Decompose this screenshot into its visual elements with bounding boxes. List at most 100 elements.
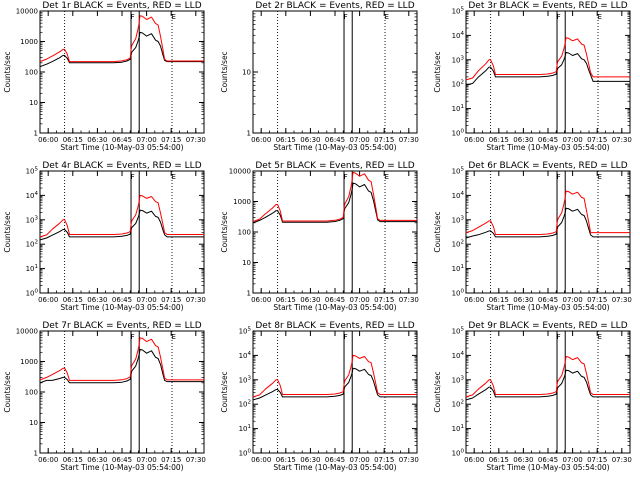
y-tick-label: 103 <box>452 215 465 224</box>
panel-title: Det 2r BLACK = Events, RED = LLD <box>255 1 414 11</box>
x-tick-label: 07:30 <box>186 136 206 144</box>
x-tick-label: 06:45 <box>112 456 132 464</box>
x-axis-label: Start Time (10-May-03 05:54:00) <box>486 303 609 312</box>
y-axis-label: Counts/sec <box>3 51 12 92</box>
y-tick-label: 10000 <box>16 8 38 16</box>
y-tick-label: 105 <box>26 167 39 176</box>
x-tick-label: 06:30 <box>300 456 320 464</box>
y-tick-label: 105 <box>452 7 465 16</box>
x-tick-label: 06:45 <box>325 296 345 304</box>
y-tick-label: 10 <box>242 259 251 267</box>
y-tick-label: 101 <box>452 424 464 433</box>
x-tick-label: 06:15 <box>489 136 509 144</box>
x-tick-label: 06:15 <box>489 456 509 464</box>
marker-flag-label: F <box>557 13 561 21</box>
x-tick-label: 07:15 <box>374 296 394 304</box>
y-tick-label: 102 <box>452 240 464 249</box>
x-tick-label: 07:30 <box>612 136 632 144</box>
marker-flag-label: E <box>171 333 175 341</box>
x-tick-label: 06:00 <box>38 456 58 464</box>
y-tick-label: 1000 <box>20 358 38 366</box>
y-tick-label: 100 <box>25 389 38 397</box>
x-tick-label: 07:30 <box>399 296 419 304</box>
series-events <box>465 52 630 86</box>
y-tick-label: 100 <box>238 229 251 237</box>
x-tick-label: 07:30 <box>186 456 206 464</box>
x-axis-label: Start Time (10-May-03 05:54:00) <box>60 143 183 152</box>
y-axis-label: Counts/sec <box>220 51 229 92</box>
x-tick-label: 07:30 <box>399 136 419 144</box>
y-tick-label: 10000 <box>16 328 38 336</box>
x-tick-label: 06:00 <box>251 296 271 304</box>
panel-det-5r: Det 5r BLACK = Events, RED = LLD 06:00 06:… <box>220 161 419 312</box>
x-tick-label: 07:15 <box>587 136 607 144</box>
x-tick-label: 06:45 <box>112 296 132 304</box>
marker-flag-label: F <box>344 173 348 181</box>
y-tick-label: 105 <box>239 327 252 336</box>
series-events <box>252 182 417 224</box>
x-tick-label: 06:45 <box>538 136 558 144</box>
y-tick-label: 105 <box>452 327 465 336</box>
panel-det-1r: Det 1r BLACK = Events, RED = LLD 06:00 06:… <box>3 1 206 152</box>
x-tick-label: 06:30 <box>300 136 320 144</box>
y-axis-label: Counts/sec <box>433 51 442 92</box>
series-lld <box>252 354 417 398</box>
y-tick-label: 1 <box>34 130 38 138</box>
x-tick-label: 06:30 <box>87 456 107 464</box>
x-tick-label: 06:15 <box>276 456 296 464</box>
x-axis-label: Start Time (10-May-03 05:54:00) <box>486 463 609 472</box>
x-tick-label: 06:00 <box>38 296 58 304</box>
x-tick-label: 07:30 <box>186 296 206 304</box>
x-tick-label: 06:30 <box>513 136 533 144</box>
marker-flag-label: E <box>384 333 388 341</box>
panel-det-3r: Det 3r BLACK = Events, RED = LLD 06:00 06:… <box>433 1 632 152</box>
x-tick-label: 06:30 <box>300 296 320 304</box>
marker-flag-label: E <box>384 173 388 181</box>
x-tick-label: 06:30 <box>87 136 107 144</box>
x-tick-label: 07:15 <box>161 136 181 144</box>
x-tick-label: 07:15 <box>587 456 607 464</box>
x-tick-label: 06:45 <box>325 456 345 464</box>
panel-det-9r: Det 9r BLACK = Events, RED = LLD 06:00 06:… <box>433 321 632 472</box>
panel-title: Det 9r BLACK = Events, RED = LLD <box>468 321 627 331</box>
x-tick-label: 07:00 <box>137 296 157 304</box>
y-tick-label: 10000 <box>229 168 251 176</box>
marker-flag-label: E <box>171 173 175 181</box>
panel-title: Det 3r BLACK = Events, RED = LLD <box>468 1 627 11</box>
y-axis-label: Counts/sec <box>3 371 12 412</box>
marker-flag-label: E <box>171 13 175 21</box>
series-events <box>39 209 204 241</box>
marker-flag-label: F <box>344 13 348 21</box>
x-tick-label: 07:00 <box>137 456 157 464</box>
panel-title: Det 7r BLACK = Events, RED = LLD <box>42 321 201 331</box>
x-tick-label: 06:15 <box>276 296 296 304</box>
y-tick-label: 1000 <box>20 38 38 46</box>
series-lld <box>465 356 630 398</box>
y-tick-label: 103 <box>26 215 39 224</box>
y-tick-label: 104 <box>239 351 252 360</box>
marker-flag-label: E <box>597 13 601 21</box>
y-tick-label: 104 <box>452 31 465 40</box>
y-tick-label: 100 <box>452 449 465 458</box>
x-tick-label: 07:15 <box>374 136 394 144</box>
panel-det-4r: Det 4r BLACK = Events, RED = LLD 06:00 06:… <box>3 161 206 312</box>
y-tick-label: 10 <box>29 419 38 427</box>
x-tick-label: 06:30 <box>513 296 533 304</box>
y-tick-label: 101 <box>239 424 251 433</box>
series-events <box>39 31 204 68</box>
x-tick-label: 06:45 <box>538 456 558 464</box>
x-axis-label: Start Time (10-May-03 05:54:00) <box>273 303 396 312</box>
y-tick-label: 100 <box>452 289 465 298</box>
y-tick-label: 103 <box>452 375 465 384</box>
y-tick-label: 104 <box>26 191 39 200</box>
x-tick-label: 06:45 <box>325 136 345 144</box>
x-tick-label: 06:45 <box>538 296 558 304</box>
y-tick-label: 100 <box>26 289 39 298</box>
x-tick-label: 07:15 <box>161 296 181 304</box>
x-tick-label: 07:00 <box>350 136 370 144</box>
x-tick-label: 06:15 <box>276 136 296 144</box>
x-tick-label: 07:00 <box>350 456 370 464</box>
x-tick-label: 06:30 <box>87 296 107 304</box>
y-tick-label: 101 <box>452 104 464 113</box>
